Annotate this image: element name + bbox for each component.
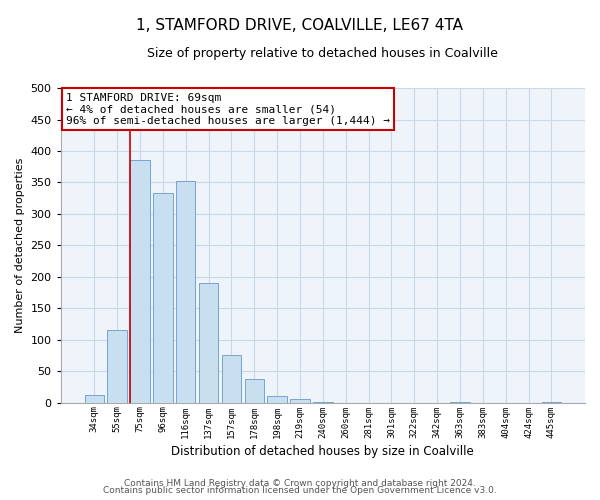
- Bar: [176, 181, 196, 402]
- X-axis label: Distribution of detached houses by size in Coalville: Distribution of detached houses by size …: [172, 444, 474, 458]
- Title: Size of property relative to detached houses in Coalville: Size of property relative to detached ho…: [148, 48, 498, 60]
- Bar: [153, 193, 173, 402]
- Bar: [268, 396, 287, 402]
- Bar: [245, 378, 264, 402]
- Bar: [290, 400, 310, 402]
- Bar: [85, 395, 104, 402]
- Text: Contains public sector information licensed under the Open Government Licence v3: Contains public sector information licen…: [103, 486, 497, 495]
- Bar: [199, 283, 218, 403]
- Text: Contains HM Land Registry data © Crown copyright and database right 2024.: Contains HM Land Registry data © Crown c…: [124, 478, 476, 488]
- Bar: [221, 354, 241, 403]
- Bar: [130, 160, 149, 402]
- Text: 1, STAMFORD DRIVE, COALVILLE, LE67 4TA: 1, STAMFORD DRIVE, COALVILLE, LE67 4TA: [137, 18, 464, 32]
- Y-axis label: Number of detached properties: Number of detached properties: [15, 158, 25, 333]
- Text: 1 STAMFORD DRIVE: 69sqm
← 4% of detached houses are smaller (54)
96% of semi-det: 1 STAMFORD DRIVE: 69sqm ← 4% of detached…: [66, 93, 390, 126]
- Bar: [107, 330, 127, 402]
